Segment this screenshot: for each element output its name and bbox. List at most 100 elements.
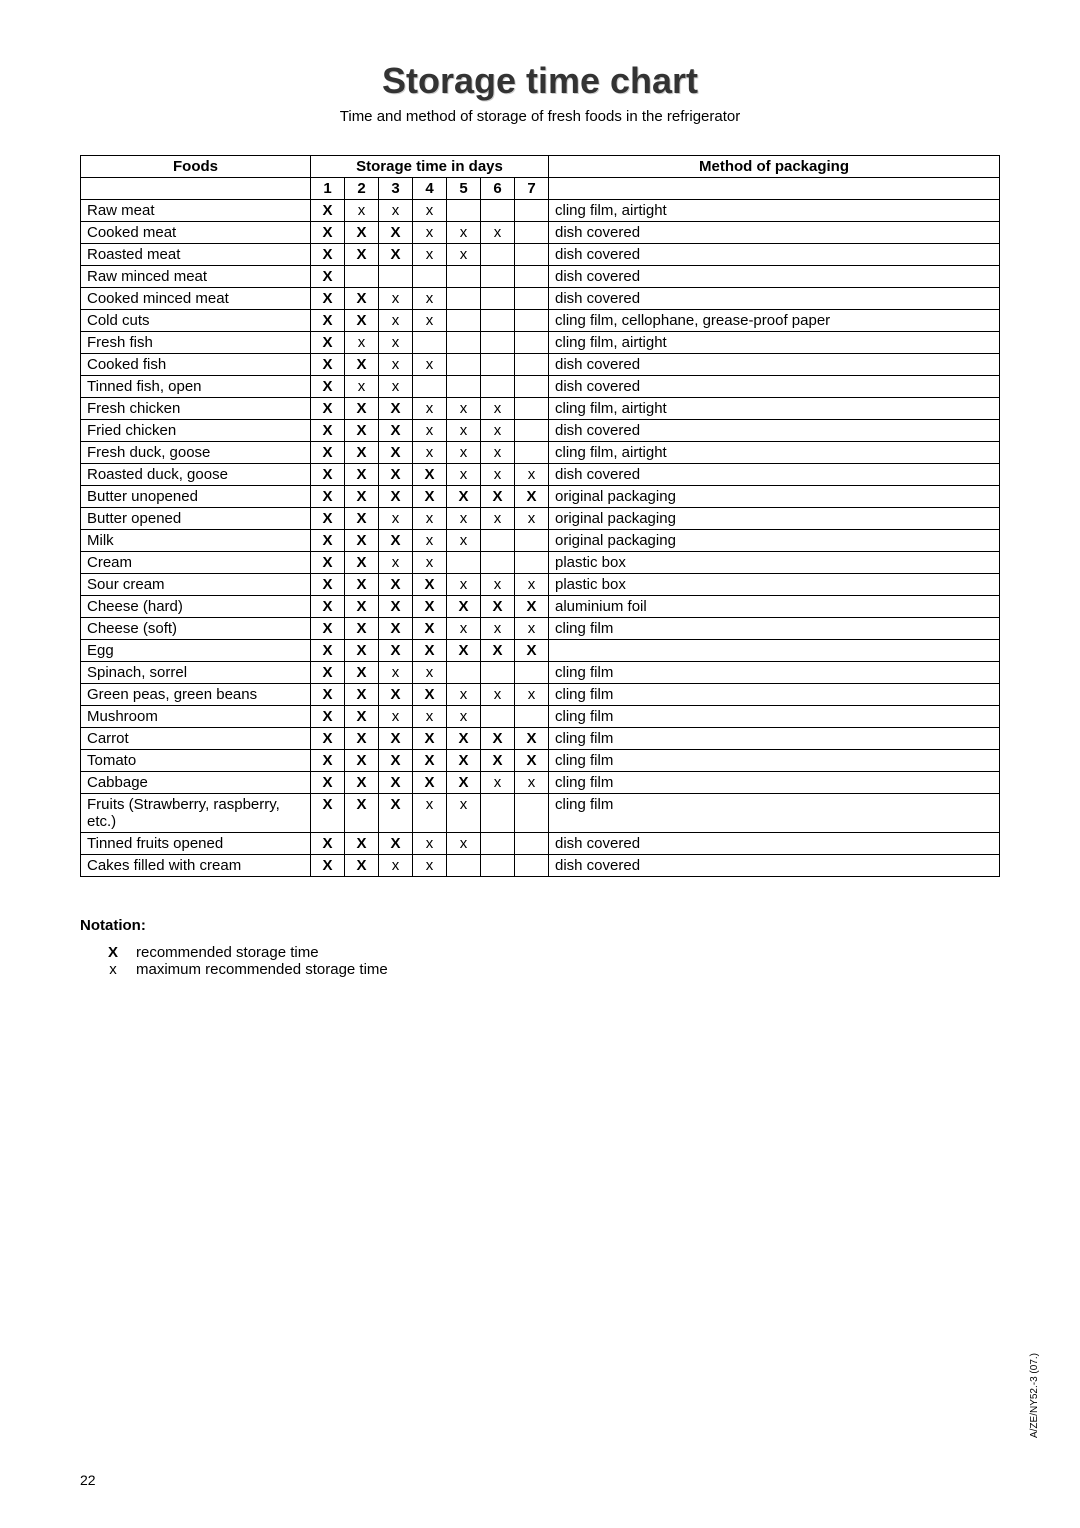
notation-block: Notation: Xrecommended storage timexmaxi… xyxy=(80,917,1000,978)
day-cell: X xyxy=(379,640,413,662)
day-cell xyxy=(515,706,549,728)
day-cell: X xyxy=(311,332,345,354)
day-cell xyxy=(515,310,549,332)
method-cell xyxy=(549,640,1000,662)
day-cell: x xyxy=(345,332,379,354)
day-cell: X xyxy=(345,354,379,376)
day-cell: X xyxy=(345,706,379,728)
header-day: 4 xyxy=(413,178,447,200)
day-cell: x xyxy=(413,398,447,420)
day-cell: X xyxy=(345,794,379,833)
day-cell: x xyxy=(413,794,447,833)
day-cell: x xyxy=(447,530,481,552)
day-cell xyxy=(345,266,379,288)
day-cell: X xyxy=(345,442,379,464)
header-foods-blank xyxy=(81,178,311,200)
day-cell: x xyxy=(379,310,413,332)
method-cell: cling film, airtight xyxy=(549,200,1000,222)
day-cell xyxy=(515,288,549,310)
food-cell: Carrot xyxy=(81,728,311,750)
day-cell: x xyxy=(413,442,447,464)
day-cell: X xyxy=(345,833,379,855)
day-cell: X xyxy=(345,222,379,244)
day-cell: X xyxy=(481,596,515,618)
page-subtitle: Time and method of storage of fresh food… xyxy=(80,108,1000,125)
day-cell xyxy=(481,332,515,354)
day-cell: X xyxy=(413,486,447,508)
day-cell xyxy=(515,332,549,354)
table-row: Butter openedXXxxxxxoriginal packaging xyxy=(81,508,1000,530)
method-cell: original packaging xyxy=(549,508,1000,530)
day-cell: x xyxy=(447,574,481,596)
notation-text: maximum recommended storage time xyxy=(136,961,388,978)
header-foods: Foods xyxy=(81,156,311,178)
day-cell: x xyxy=(447,420,481,442)
method-cell: dish covered xyxy=(549,244,1000,266)
method-cell: dish covered xyxy=(549,376,1000,398)
header-day: 5 xyxy=(447,178,481,200)
day-cell: X xyxy=(311,728,345,750)
day-cell: X xyxy=(311,420,345,442)
day-cell: x xyxy=(413,855,447,877)
table-row: Fried chickenXXXxxxdish covered xyxy=(81,420,1000,442)
method-cell: cling film xyxy=(549,772,1000,794)
day-cell xyxy=(447,376,481,398)
food-cell: Roasted meat xyxy=(81,244,311,266)
day-cell xyxy=(447,855,481,877)
day-cell: X xyxy=(311,574,345,596)
table-row: Fresh chickenXXXxxxcling film, airtight xyxy=(81,398,1000,420)
day-cell: X xyxy=(413,640,447,662)
day-cell xyxy=(447,288,481,310)
table-row: CarrotXXXXXXXcling film xyxy=(81,728,1000,750)
table-row: Cold cutsXXxxcling film, cellophane, gre… xyxy=(81,310,1000,332)
day-cell: x xyxy=(379,354,413,376)
day-cell: X xyxy=(311,442,345,464)
day-cell xyxy=(481,794,515,833)
day-cell xyxy=(515,662,549,684)
day-cell: X xyxy=(311,794,345,833)
day-cell: X xyxy=(311,833,345,855)
day-cell: X xyxy=(379,486,413,508)
day-cell: X xyxy=(379,530,413,552)
day-cell xyxy=(413,266,447,288)
day-cell: X xyxy=(481,640,515,662)
day-cell: X xyxy=(311,684,345,706)
day-cell xyxy=(481,266,515,288)
food-cell: Fresh duck, goose xyxy=(81,442,311,464)
food-cell: Raw meat xyxy=(81,200,311,222)
day-cell: X xyxy=(379,398,413,420)
notation-symbol: x xyxy=(104,961,122,978)
day-cell: X xyxy=(515,596,549,618)
day-cell: X xyxy=(345,552,379,574)
day-cell: x xyxy=(379,706,413,728)
day-cell xyxy=(447,200,481,222)
day-cell: X xyxy=(345,244,379,266)
day-cell: X xyxy=(311,750,345,772)
day-cell: X xyxy=(379,244,413,266)
day-cell: x xyxy=(379,332,413,354)
day-cell: x xyxy=(481,398,515,420)
table-row: Butter unopenedXXXXXXXoriginal packaging xyxy=(81,486,1000,508)
day-cell: X xyxy=(311,552,345,574)
method-cell: original packaging xyxy=(549,530,1000,552)
day-cell: X xyxy=(345,728,379,750)
day-cell: X xyxy=(345,486,379,508)
day-cell: x xyxy=(447,464,481,486)
method-cell: cling film, airtight xyxy=(549,398,1000,420)
header-day: 3 xyxy=(379,178,413,200)
header-method-blank xyxy=(549,178,1000,200)
food-cell: Butter unopened xyxy=(81,486,311,508)
day-cell: x xyxy=(481,464,515,486)
table-row: Green peas, green beansXXXXxxxcling film xyxy=(81,684,1000,706)
day-cell: X xyxy=(345,618,379,640)
header-day: 7 xyxy=(515,178,549,200)
day-cell: X xyxy=(515,750,549,772)
day-cell: X xyxy=(311,508,345,530)
day-cell: X xyxy=(345,508,379,530)
day-cell: x xyxy=(413,706,447,728)
day-cell xyxy=(515,244,549,266)
day-cell: X xyxy=(379,618,413,640)
day-cell: x xyxy=(413,244,447,266)
notation-text: recommended storage time xyxy=(136,944,319,961)
method-cell: dish covered xyxy=(549,833,1000,855)
